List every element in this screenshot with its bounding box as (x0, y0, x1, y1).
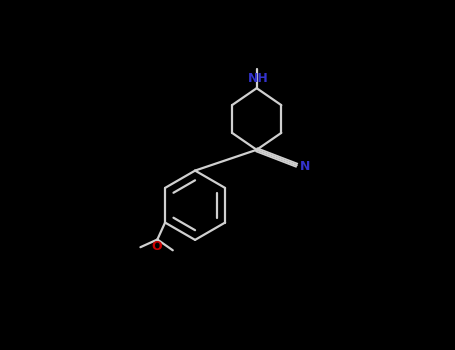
Text: N: N (300, 160, 310, 173)
Text: O: O (151, 240, 162, 253)
Text: NH: NH (248, 72, 268, 85)
